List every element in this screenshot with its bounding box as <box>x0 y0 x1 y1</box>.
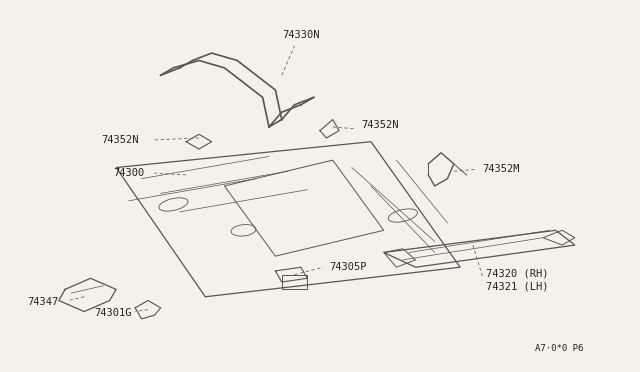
Text: 74347: 74347 <box>28 297 59 307</box>
Text: 74320 (RH)
74321 (LH): 74320 (RH) 74321 (LH) <box>486 269 548 292</box>
Text: 74352N: 74352N <box>362 120 399 130</box>
Text: 74352N: 74352N <box>101 135 138 145</box>
Text: 74305P: 74305P <box>330 262 367 272</box>
Text: 74352M: 74352M <box>483 164 520 174</box>
Text: 74300: 74300 <box>113 168 145 178</box>
Text: 74330N: 74330N <box>282 30 319 40</box>
Text: 74301G: 74301G <box>95 308 132 318</box>
Text: A7·0*0 P6: A7·0*0 P6 <box>535 344 583 353</box>
